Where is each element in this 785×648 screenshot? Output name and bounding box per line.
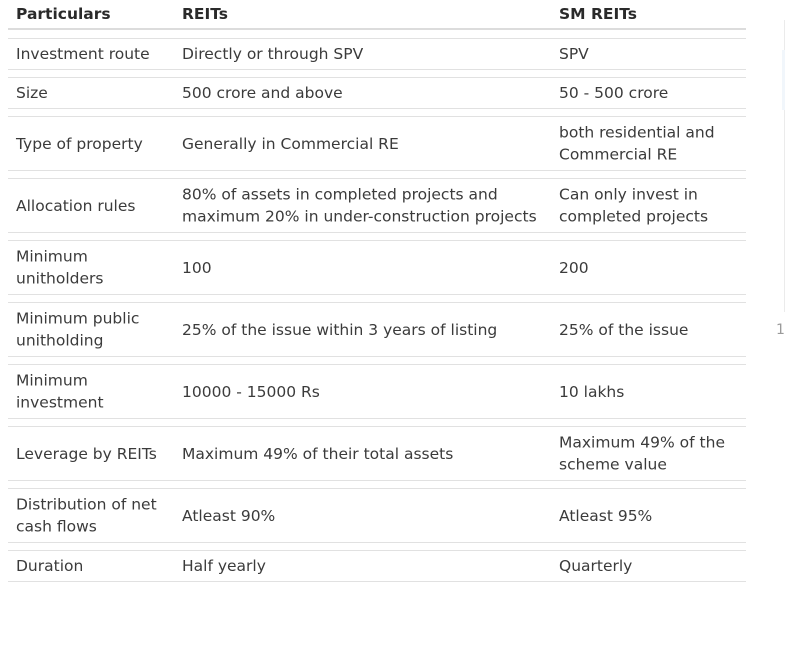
- scrollbar-thumb[interactable]: [782, 50, 785, 110]
- row-reits: Half yearly: [182, 556, 266, 575]
- row-particular: Size: [16, 83, 48, 102]
- header-particulars: Particulars: [16, 5, 111, 23]
- row-reits: Directly or through SPV: [182, 44, 364, 63]
- row-particular: Minimum public unitholding: [16, 309, 140, 350]
- table-header: Particulars REITs SM REITs: [8, 0, 746, 30]
- header-sm-reits: SM REITs: [559, 5, 638, 23]
- row-particular: Duration: [16, 556, 84, 575]
- row-sm-reits: Atleast 95%: [559, 506, 653, 525]
- table-row: Leverage by REITs Maximum 49% of their t…: [8, 426, 746, 481]
- row-particular: Distribution of net cash flows: [16, 495, 157, 536]
- row-reits: Generally in Commercial RE: [182, 134, 399, 153]
- table-row: Minimum unitholders 100 200: [8, 240, 746, 295]
- row-reits: 100: [182, 258, 212, 277]
- row-particular: Minimum unitholders: [16, 247, 104, 288]
- row-particular: Minimum investment: [16, 371, 104, 412]
- page-marker: 1: [776, 322, 785, 338]
- row-reits: 10000 - 15000 Rs: [182, 382, 320, 401]
- row-sm-reits: 25% of the issue: [559, 320, 689, 339]
- table-row: Type of property Generally in Commercial…: [8, 116, 746, 171]
- row-reits: 80% of assets in completed projects and …: [182, 185, 537, 226]
- table-row: Minimum investment 10000 - 15000 Rs 10 l…: [8, 364, 746, 419]
- table-row: Allocation rules 80% of assets in comple…: [8, 178, 746, 233]
- comparison-table: Particulars REITs SM REITs Investment ro…: [8, 0, 746, 582]
- row-particular: Leverage by REITs: [16, 444, 157, 463]
- row-sm-reits: both residential and Commercial RE: [559, 123, 715, 164]
- row-reits: 25% of the issue within 3 years of listi…: [182, 320, 498, 339]
- row-sm-reits: 10 lakhs: [559, 382, 625, 401]
- row-sm-reits: SPV: [559, 44, 589, 63]
- table-row: Distribution of net cash flows Atleast 9…: [8, 488, 746, 543]
- table-row: Duration Half yearly Quarterly: [8, 550, 746, 582]
- table-row: Minimum public unitholding 25% of the is…: [8, 302, 746, 357]
- row-particular: Type of property: [16, 134, 143, 153]
- table-row: Investment route Directly or through SPV…: [8, 38, 746, 70]
- row-reits: Maximum 49% of their total assets: [182, 444, 454, 463]
- row-sm-reits: Can only invest in completed projects: [559, 185, 709, 226]
- row-sm-reits: 200: [559, 258, 589, 277]
- row-particular: Allocation rules: [16, 196, 136, 215]
- table-row: Size 500 crore and above 50 - 500 crore: [8, 77, 746, 109]
- row-reits: Atleast 90%: [182, 506, 276, 525]
- row-particular: Investment route: [16, 44, 150, 63]
- row-sm-reits: Maximum 49% of the scheme value: [559, 433, 725, 474]
- header-reits: REITs: [182, 5, 229, 23]
- row-sm-reits: Quarterly: [559, 556, 633, 575]
- row-reits: 500 crore and above: [182, 83, 343, 102]
- row-sm-reits: 50 - 500 crore: [559, 83, 669, 102]
